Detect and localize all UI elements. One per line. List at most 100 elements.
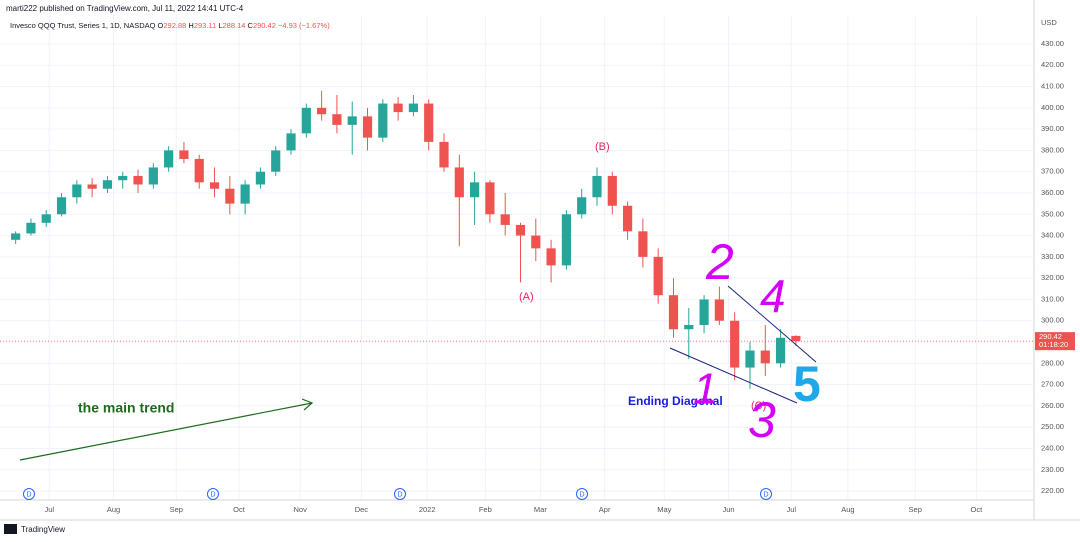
candle-body xyxy=(72,184,82,198)
candle-body xyxy=(638,231,648,257)
event-marker xyxy=(23,488,35,500)
candle-body xyxy=(209,182,220,189)
candle-body xyxy=(393,103,403,113)
event-marker xyxy=(576,488,588,500)
x-tick-label: Jun xyxy=(723,505,735,514)
x-tick-label: Mar xyxy=(534,505,547,514)
y-tick-label: 300.00 xyxy=(1041,316,1064,325)
candle-body xyxy=(714,299,724,321)
x-tick-label: Jul xyxy=(45,505,55,514)
y-tick-label: 350.00 xyxy=(1041,209,1064,218)
annotation: (A) xyxy=(519,291,534,303)
annotation: the main trend xyxy=(78,400,174,416)
candle-body xyxy=(118,175,128,181)
candle-body xyxy=(745,350,755,368)
candle-body xyxy=(148,167,158,185)
candle-body xyxy=(255,171,266,185)
legend-item: Invesco QQQ Trust, Series 1, 1D, NASDAQ xyxy=(10,21,156,30)
candle-body xyxy=(347,116,357,125)
candle-body xyxy=(41,214,51,223)
legend: Invesco QQQ Trust, Series 1, 1D, NASDAQ … xyxy=(10,21,330,30)
wedge-line xyxy=(727,285,817,363)
candle-body xyxy=(760,350,770,364)
y-tick-label: 280.00 xyxy=(1041,358,1064,367)
candle-body xyxy=(225,188,235,204)
candle-body xyxy=(56,197,67,215)
event-marker xyxy=(207,488,219,500)
candle-body xyxy=(561,214,571,266)
wave-label: 4 xyxy=(760,270,786,322)
candle-body xyxy=(362,116,373,138)
wave-label: 1 xyxy=(693,365,717,414)
x-tick-label: Sep xyxy=(909,505,922,514)
legend-item: 292.88 xyxy=(163,21,186,30)
candle-body xyxy=(454,167,464,198)
candle-body xyxy=(730,320,740,368)
countdown: 01:18:20 xyxy=(1039,340,1068,349)
legend-item: C xyxy=(245,21,253,30)
legend-item: −4.93 (−1.67%) xyxy=(276,21,330,30)
y-tick-label: 320.00 xyxy=(1041,273,1064,282)
candle-body xyxy=(11,233,21,240)
annotation: (B) xyxy=(595,141,610,153)
x-tick-label: Feb xyxy=(479,505,492,514)
grid xyxy=(0,15,1033,500)
y-tick-label: 240.00 xyxy=(1041,443,1064,452)
footer: TradingView xyxy=(21,525,65,534)
legend-item: L xyxy=(216,21,222,30)
annotation: (C) xyxy=(751,400,766,412)
logo xyxy=(4,524,17,534)
event-marker xyxy=(760,488,772,500)
candle-body xyxy=(577,197,587,215)
event-marker xyxy=(394,488,406,500)
x-tick-label: Oct xyxy=(971,505,984,514)
candle-body xyxy=(378,103,388,138)
y-tick-label: 270.00 xyxy=(1041,380,1064,389)
candle-body xyxy=(133,175,143,185)
trend-arrow xyxy=(19,402,313,461)
legend-item: 288.14 xyxy=(223,21,246,30)
x-tick-label: May xyxy=(657,505,671,514)
legend-item: 290.42 xyxy=(253,21,276,30)
x-tick-label: Aug xyxy=(107,505,120,514)
candle-body xyxy=(500,214,510,225)
candle-body xyxy=(668,295,679,330)
candle-body xyxy=(271,150,281,172)
legend-item: 293.11 xyxy=(194,21,216,30)
candle-body xyxy=(26,222,36,234)
event-label: D xyxy=(397,491,402,498)
candle-body xyxy=(164,150,174,168)
candles xyxy=(11,90,801,389)
candle-body xyxy=(546,248,556,266)
y-tick-label: 400.00 xyxy=(1041,103,1064,112)
axes: 220.00 230.00 240.00 250.00 260.00 270.00 280.… xyxy=(0,39,1075,514)
event-label: D xyxy=(26,491,31,498)
y-tick-label: 410.00 xyxy=(1041,82,1064,91)
y-tick-label: 420.00 xyxy=(1041,60,1064,69)
candle-body xyxy=(286,133,296,151)
candle-body xyxy=(531,235,541,249)
candle-body xyxy=(194,158,204,183)
candle-body xyxy=(102,180,113,189)
candle-body xyxy=(684,324,694,330)
candle-body xyxy=(470,182,480,198)
event-label: D xyxy=(210,491,215,498)
y-tick-label: 380.00 xyxy=(1041,145,1064,154)
x-tick-label: Jul xyxy=(786,505,796,514)
x-tick-label: Sep xyxy=(170,505,183,514)
y-tick-label: 230.00 xyxy=(1041,465,1064,474)
candle-body xyxy=(623,205,633,232)
legend-item: O xyxy=(155,21,163,30)
candle-body xyxy=(424,103,434,142)
y-tick-label: 310.00 xyxy=(1041,294,1064,303)
candle-body xyxy=(653,256,663,296)
candle-body xyxy=(775,337,786,364)
candle-body xyxy=(240,184,250,204)
y-tick-label: 330.00 xyxy=(1041,252,1064,261)
price-label-box xyxy=(1035,332,1075,351)
candle-body xyxy=(791,335,801,342)
y-tick-label: 250.00 xyxy=(1041,422,1064,431)
x-tick-label: Dec xyxy=(355,505,369,514)
